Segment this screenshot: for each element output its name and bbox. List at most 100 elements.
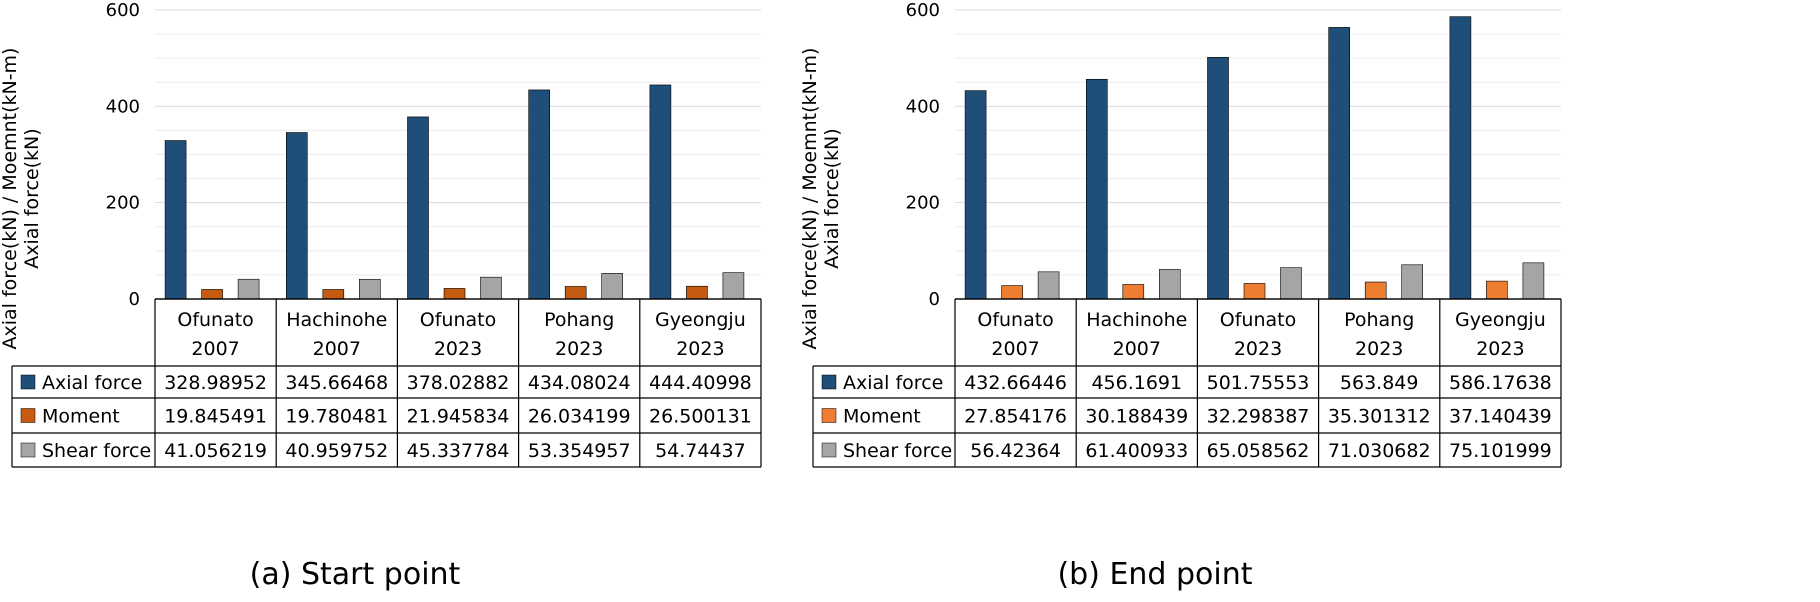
legend-label: Shear force xyxy=(42,440,151,462)
bar-axial-force xyxy=(1449,16,1472,300)
legend-swatch-moment xyxy=(821,408,837,423)
table-cell-value: 26.500131 xyxy=(649,406,752,428)
table-cell-value: 27.854176 xyxy=(964,406,1067,428)
table-cell-value: 41.056219 xyxy=(164,440,267,462)
bar-axial-force xyxy=(649,84,672,300)
y-axis-label: Axial force(kN) xyxy=(821,128,843,268)
bar-axial-force xyxy=(1328,27,1350,300)
bar-axial-force xyxy=(285,132,308,300)
category-label: Gyeongju xyxy=(655,309,746,331)
category-label: 2007 xyxy=(191,338,239,360)
bar-shear-force xyxy=(1159,269,1181,300)
table-cell-value: 563.849 xyxy=(1340,372,1419,394)
bar-moment xyxy=(1122,284,1145,300)
bar-moment xyxy=(564,286,587,300)
table-cell-value: 53.354957 xyxy=(528,440,631,462)
table-cell-value: 45.337784 xyxy=(407,440,510,462)
legend-label: Axial force xyxy=(42,372,142,394)
bar-shear-force xyxy=(1280,267,1302,300)
table-cell-value: 19.845491 xyxy=(164,406,267,428)
bar-moment xyxy=(1364,281,1387,300)
bar-moment xyxy=(1001,285,1023,300)
bar-moment xyxy=(322,289,345,300)
category-label: 2023 xyxy=(1476,338,1524,360)
table-cell-value: 75.101999 xyxy=(1449,440,1552,462)
bar-moment xyxy=(201,289,223,300)
table-cell-value: 65.058562 xyxy=(1207,440,1310,462)
y-tick-label: 0 xyxy=(129,289,140,310)
table-cell-value: 345.66468 xyxy=(285,372,388,394)
y-axis-label: Axial force(kN) xyxy=(21,128,43,268)
category-label: Ofunato xyxy=(977,309,1053,331)
bar-axial-force xyxy=(1207,57,1229,300)
legend-label: Moment xyxy=(843,406,921,428)
table-cell-value: 434.08024 xyxy=(528,372,631,394)
bar-moment xyxy=(443,288,466,300)
category-label: Ofunato xyxy=(177,309,253,331)
legend-label: Moment xyxy=(42,406,120,428)
legend-swatch-axial-force xyxy=(821,374,837,390)
bar-axial-force xyxy=(1086,78,1108,300)
category-label: Pohang xyxy=(544,309,614,331)
data-table: Ofunato 2007 Hachinohe 2007 Ofunato 2023 Pohan… xyxy=(812,298,1562,468)
bar-axial-force xyxy=(407,116,429,300)
legend-label: Shear force xyxy=(843,440,952,462)
table-cell-value: 26.034199 xyxy=(528,406,631,428)
bar-shear-force xyxy=(601,273,624,300)
category-label: Ofunato xyxy=(420,309,496,331)
category-label: 2023 xyxy=(676,338,724,360)
chart-end-point: 0 200 400 600 Axial force(kN) / Moemnt(kN-m)… xyxy=(799,0,1562,592)
bar-moment xyxy=(686,285,708,300)
table-cell-value: 37.140439 xyxy=(1449,406,1552,428)
table-cell-value: 456.1691 xyxy=(1091,372,1182,394)
y-tick-label: 400 xyxy=(906,96,940,117)
data-table: Ofunato 2007 Hachinohe 2007 Ofunato 2023 Pohan… xyxy=(11,298,762,468)
category-label: Gyeongju xyxy=(1455,309,1546,331)
table-cell-value: 30.188439 xyxy=(1085,406,1188,428)
y-axis-label: Axial force(kN) / Moemnt(kN-m) xyxy=(0,48,21,350)
legend-label: Axial force xyxy=(843,372,943,394)
y-tick-label: 0 xyxy=(929,289,940,310)
category-label: 2023 xyxy=(434,338,482,360)
category-label: 2023 xyxy=(1355,338,1403,360)
bar-shear-force xyxy=(237,278,260,300)
table-cell-value: 35.301312 xyxy=(1328,406,1431,428)
table-cell-value: 378.02882 xyxy=(407,372,510,394)
y-tick-label: 400 xyxy=(106,96,140,117)
category-label: Pohang xyxy=(1344,309,1414,331)
table-cell-value: 444.40998 xyxy=(649,372,752,394)
y-tick-label: 600 xyxy=(906,0,940,21)
category-label: 2023 xyxy=(555,338,603,360)
legend-swatch-axial-force xyxy=(20,374,36,390)
y-tick-label: 200 xyxy=(106,193,140,214)
bar-moment xyxy=(1243,283,1266,300)
table-cell-value: 21.945834 xyxy=(407,406,510,428)
figure-caption: (a) Start point xyxy=(250,557,461,592)
bar-shear-force xyxy=(1522,262,1545,300)
figure-caption: (b) End point xyxy=(1057,557,1252,592)
bar-shear-force xyxy=(722,272,745,300)
category-label: 2023 xyxy=(1234,338,1282,360)
bar-axial-force xyxy=(528,89,551,300)
legend-swatch-shear-force xyxy=(20,442,36,458)
table-cell-value: 56.42364 xyxy=(970,440,1061,462)
legend-swatch-shear-force xyxy=(821,442,837,458)
category-label: 2007 xyxy=(313,338,361,360)
legend-swatch-moment xyxy=(20,408,36,423)
category-label: Ofunato xyxy=(1220,309,1296,331)
table-cell-value: 40.959752 xyxy=(285,440,388,462)
table-cell-value: 501.75553 xyxy=(1207,372,1310,394)
table-cell-value: 586.17638 xyxy=(1449,372,1552,394)
bar-shear-force xyxy=(358,278,381,300)
category-label: Hachinohe xyxy=(286,309,387,331)
table-cell-value: 32.298387 xyxy=(1207,406,1310,428)
table-cell-value: 19.780481 xyxy=(285,406,388,428)
bar-shear-force xyxy=(1401,264,1423,300)
table-cell-value: 328.98952 xyxy=(164,372,267,394)
y-axis-label: Axial force(kN) / Moemnt(kN-m) xyxy=(799,48,821,350)
y-tick-label: 200 xyxy=(906,193,940,214)
category-label: 2007 xyxy=(991,338,1039,360)
bar-shear-force xyxy=(1037,271,1060,300)
table-cell-value: 61.400933 xyxy=(1085,440,1188,462)
